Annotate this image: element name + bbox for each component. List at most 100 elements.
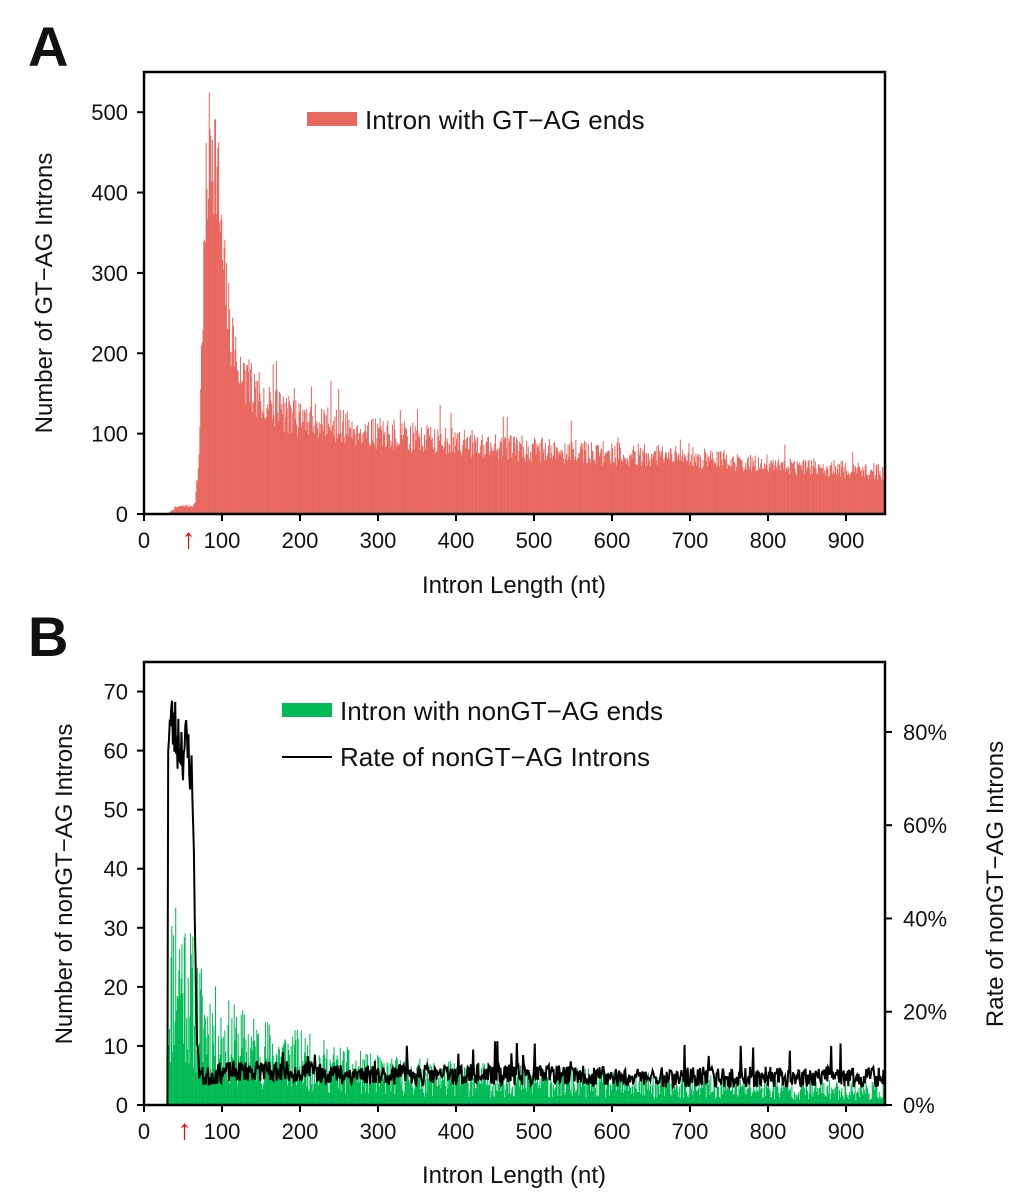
panel-a-y-tick-label: 400: [91, 181, 128, 206]
panel-b-histogram-bar: [691, 1077, 693, 1105]
panel-b-histogram-bar: [468, 1096, 470, 1105]
panel-a-histogram-bar: [471, 430, 473, 514]
panel-a-histogram-bar: [435, 451, 437, 514]
panel-b-histogram-bar: [604, 1076, 606, 1105]
panel-b-histogram-bar: [772, 1083, 774, 1105]
panel-b-histogram-bar: [533, 1074, 535, 1105]
panel-a-histogram-bar: [679, 439, 681, 514]
panel-a-histogram-bar: [871, 470, 873, 514]
panel-a-histogram-bar: [585, 442, 587, 514]
panel-a-histogram-bar: [200, 388, 202, 514]
panel-b-histogram-bar: [331, 1067, 333, 1105]
panel-b-histogram-bar: [514, 1077, 516, 1105]
panel-b-histogram-bar: [856, 1093, 858, 1105]
panel-a-histogram-bar: [770, 460, 772, 514]
panel-b-histogram-bar: [332, 1054, 334, 1105]
panel-b-histogram-bar: [482, 1062, 484, 1105]
panel-a-histogram-bar: [573, 448, 575, 514]
panel-a-histogram-bar: [295, 399, 297, 514]
panel-b-histogram-bar: [586, 1083, 588, 1105]
panel-b-histogram-bar: [679, 1087, 681, 1105]
panel-b-histogram-bar: [226, 1080, 228, 1105]
panel-a-histogram-bar: [314, 403, 316, 514]
panel-a-histogram-bar: [271, 418, 273, 514]
panel-a-histogram-bar: [704, 451, 706, 514]
panel-b-histogram-bar: [838, 1089, 841, 1105]
panel-b-histogram-bar: [505, 1077, 507, 1105]
panel-a-histogram-bar: [310, 386, 312, 514]
panel-a-histogram-bar: [831, 474, 833, 514]
panel-b-histogram-bar: [594, 1087, 596, 1105]
panel-b-histogram-bar: [653, 1096, 655, 1105]
panel-a-histogram-bar: [562, 451, 564, 514]
panel-b-histogram-bar: [562, 1072, 564, 1105]
panel-a-histogram-bar: [211, 139, 213, 514]
panel-b-histogram-bar: [431, 1066, 433, 1105]
panel-b-histogram-bar: [732, 1094, 734, 1105]
panel-b-histogram-bar: [442, 1080, 444, 1105]
panel-a-histogram-bar: [552, 455, 554, 514]
panel-a-histogram-bar: [796, 475, 798, 514]
panel-b-label: B: [28, 605, 68, 668]
panel-a-histogram-bar: [241, 381, 243, 514]
panel-a-histogram-bar: [659, 456, 661, 514]
panel-a-histogram-bar: [322, 431, 324, 514]
panel-a-histogram-bar: [683, 454, 685, 514]
panel-a-histogram-bar: [772, 459, 774, 514]
panel-b-histogram-bar: [392, 1079, 394, 1105]
panel-a-histogram-bar: [836, 468, 838, 514]
panel-a-histogram-bar: [262, 413, 264, 514]
panel-b-histogram-bar: [856, 1091, 858, 1105]
panel-a-histogram-bar: [454, 432, 456, 514]
panel-a-histogram-bar: [465, 448, 467, 514]
panel-a-histogram-bar: [792, 462, 794, 514]
panel-b-histogram-bar: [172, 935, 174, 1105]
panel-b-histogram-bar: [439, 1071, 441, 1105]
panel-b-histogram-bar: [769, 1090, 771, 1105]
panel-b-histogram-bar: [427, 1058, 429, 1105]
panel-b-histogram-bar: [390, 1091, 392, 1105]
panel-a-histogram-bar: [395, 438, 397, 514]
panel-a-y-tick-label: 500: [91, 100, 128, 125]
panel-a-histogram-bar: [562, 458, 564, 514]
panel-a-histogram-bar: [272, 364, 274, 514]
panel-b-histogram-bar: [484, 1064, 486, 1105]
panel-a-histogram-bar: [412, 422, 414, 514]
panel-a-x-tick-label: 600: [594, 528, 631, 553]
panel-b-histogram-bar: [192, 936, 194, 1105]
panel-a-histogram-bar: [597, 445, 599, 514]
panel-b-histogram-bar: [472, 1095, 474, 1105]
panel-a-histogram-bar: [587, 443, 589, 514]
panel-b-histogram-bar: [497, 1091, 499, 1105]
panel-b-histogram-bar: [704, 1084, 706, 1105]
panel-a-histogram-bar: [355, 445, 357, 514]
panel-b-histogram-bar: [796, 1097, 798, 1105]
panel-a-histogram-bar: [261, 410, 263, 514]
panel-a-histogram-bar: [854, 465, 856, 514]
panel-b-histogram-bar: [842, 1095, 844, 1105]
panel-a-histogram-bar: [787, 466, 789, 514]
panel-a-histogram-bar: [308, 421, 310, 514]
panel-a-histogram-bar: [598, 456, 600, 514]
panel-b-histogram-bar: [317, 1085, 319, 1105]
panel-b-histogram-bar: [807, 1090, 809, 1105]
panel-b-histogram-bar: [624, 1090, 626, 1105]
panel-a-histogram-bar: [423, 452, 425, 514]
panel-b-histogram-bar: [420, 1084, 422, 1105]
panel-a-histogram-bar: [463, 429, 465, 514]
panel-a-histogram-bar: [803, 473, 805, 514]
panel-b-histogram-bar: [682, 1078, 684, 1105]
panel-a-histogram-bar: [418, 433, 420, 514]
panel-b-histogram-bar: [371, 1079, 373, 1105]
panel-b-histogram-bar: [725, 1090, 727, 1105]
panel-a-histogram-bar: [491, 446, 493, 514]
panel-b-histogram-bar: [408, 1079, 410, 1105]
panel-a-histogram-bar: [400, 435, 402, 514]
panel-a-histogram-bar: [844, 478, 846, 514]
panel-a-histogram-bar: [232, 317, 234, 514]
panel-a-histogram-bar: [181, 506, 183, 514]
panel-b-histogram-bar: [296, 1029, 298, 1105]
panel-a-histogram-bar: [328, 426, 330, 514]
panel-b-histogram-bar: [768, 1088, 770, 1105]
panel-a-histogram-bar: [580, 446, 582, 514]
